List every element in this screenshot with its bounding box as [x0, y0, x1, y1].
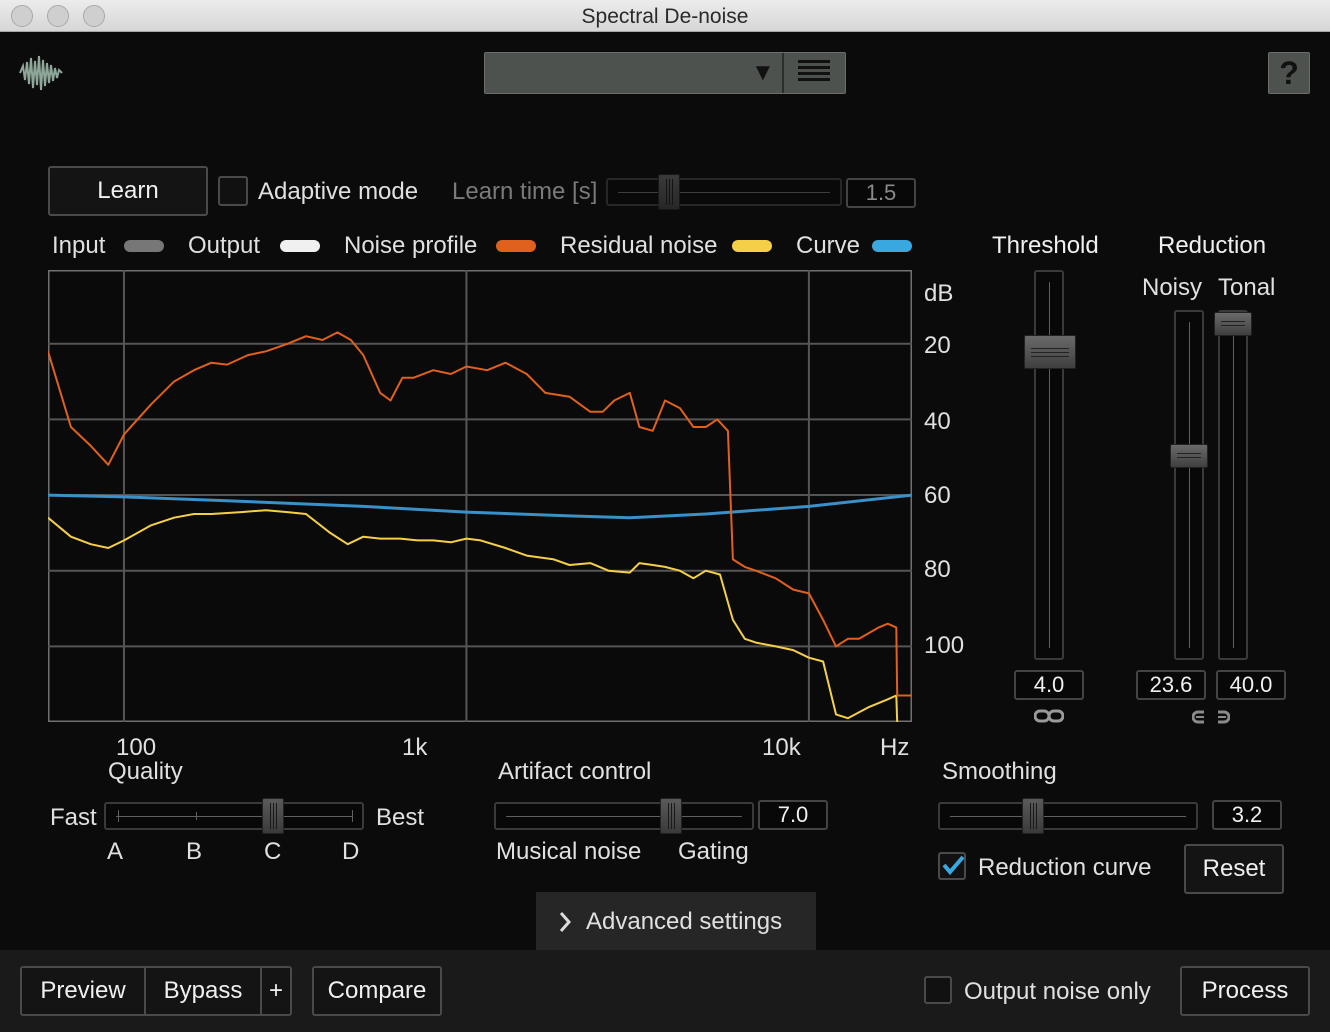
window-title: Spectral De-noise — [581, 5, 749, 28]
artifact-control-slider-thumb[interactable] — [660, 798, 682, 834]
threshold-slider-thumb[interactable] — [1024, 335, 1076, 369]
title-bar: Spectral De-noise — [0, 0, 1330, 32]
list-icon[interactable] — [798, 60, 830, 86]
legend-output-swatch[interactable] — [280, 240, 320, 252]
preset-selector[interactable]: ▼ — [484, 52, 846, 94]
preset-divider — [782, 53, 784, 93]
quality-option-c[interactable]: C — [264, 838, 282, 865]
quality-option-d[interactable]: D — [342, 838, 360, 865]
gating-label: Gating — [678, 838, 749, 865]
x-tick-label: 1k — [402, 734, 428, 761]
tonal-reduction-slider-thumb[interactable] — [1214, 312, 1252, 336]
process-button[interactable]: Process — [1180, 966, 1310, 1016]
output-noise-only-checkbox[interactable] — [924, 976, 952, 1004]
link-icon[interactable] — [1192, 710, 1230, 724]
y-tick-label: 60 — [924, 482, 951, 509]
link-icon[interactable] — [1034, 708, 1064, 724]
compare-button[interactable]: Compare — [312, 966, 442, 1016]
reduction-curve-line — [48, 493, 912, 520]
tonal-reduction-slider[interactable] — [1214, 310, 1252, 660]
advanced-settings-label: Advanced settings — [586, 908, 783, 935]
question-icon: ? — [1279, 55, 1299, 91]
bypass-plus-button[interactable]: + — [260, 966, 292, 1016]
quality-fast-label: Fast — [50, 804, 97, 831]
artifact-control-label: Artifact control — [498, 758, 652, 785]
x-tick-label: 100 — [116, 734, 157, 761]
tonal-reduction-value[interactable]: 40.0 — [1216, 670, 1286, 700]
learn-time-label: Learn time [s] — [452, 178, 598, 205]
learn-time-value[interactable]: 1.5 — [846, 178, 916, 208]
noisy-reduction-slider[interactable] — [1170, 310, 1208, 660]
noisy-reduction-slider-thumb[interactable] — [1170, 444, 1208, 468]
noisy-reduction-value[interactable]: 23.6 — [1136, 670, 1206, 700]
smoothing-label: Smoothing — [942, 758, 1057, 785]
triangle-down-icon[interactable]: ▼ — [751, 59, 775, 86]
threshold-slider[interactable] — [1024, 270, 1076, 660]
artifact-control-value[interactable]: 7.0 — [758, 800, 828, 830]
chevron-right-icon — [559, 912, 572, 932]
help-button[interactable]: ? — [1268, 52, 1310, 94]
reset-button[interactable]: Reset — [1184, 844, 1284, 894]
threshold-value[interactable]: 4.0 — [1014, 670, 1084, 700]
learn-button[interactable]: Learn — [48, 166, 208, 216]
close-window-button[interactable] — [11, 5, 33, 27]
quality-label: Quality — [108, 758, 183, 785]
residual-noise-line — [48, 509, 899, 722]
adaptive-mode-checkbox[interactable] — [218, 176, 248, 206]
threshold-label: Threshold — [992, 232, 1099, 259]
reduction-label: Reduction — [1158, 232, 1267, 259]
y-tick-label: 40 — [924, 408, 951, 435]
quality-best-label: Best — [376, 804, 425, 831]
y-tick-label: 80 — [924, 556, 951, 583]
legend-noise-profile-label: Noise profile — [344, 232, 478, 259]
zoom-window-button[interactable] — [83, 5, 105, 27]
tonal-label: Tonal — [1218, 274, 1276, 301]
y-tick-label: 100 — [924, 632, 965, 659]
legend-residual-noise-label: Residual noise — [560, 232, 718, 259]
legend-noise-profile-swatch[interactable] — [496, 240, 536, 252]
artifact-control-slider[interactable] — [494, 798, 754, 834]
x-tick-label: 10k — [762, 734, 801, 761]
waveform-logo-icon — [19, 55, 63, 91]
legend-residual-noise-swatch[interactable] — [732, 240, 772, 252]
checkmark-icon — [942, 855, 965, 876]
quality-slider-thumb[interactable] — [262, 798, 284, 834]
quality-option-a[interactable]: A — [107, 838, 124, 865]
y-tick-label: 20 — [924, 332, 951, 359]
adaptive-mode-label: Adaptive mode — [258, 178, 419, 205]
legend-input-label: Input — [52, 232, 106, 259]
reduction-curve-label: Reduction curve — [978, 854, 1152, 881]
x-axis-unit: Hz — [880, 734, 910, 761]
spectrum-plot[interactable] — [48, 270, 912, 722]
output-noise-only-label: Output noise only — [964, 978, 1151, 1005]
quality-slider[interactable] — [104, 798, 364, 834]
minimize-window-button[interactable] — [47, 5, 69, 27]
legend-curve-label: Curve — [796, 232, 861, 259]
advanced-settings-toggle[interactable]: Advanced settings — [536, 892, 816, 950]
legend-output-label: Output — [188, 232, 261, 259]
y-axis-unit: dB — [924, 280, 954, 307]
legend-input-swatch[interactable] — [124, 240, 164, 252]
smoothing-slider[interactable] — [938, 798, 1198, 834]
learn-time-slider-thumb[interactable] — [658, 174, 680, 210]
learn-time-slider[interactable] — [606, 174, 842, 210]
reduction-curve-checkbox[interactable] — [938, 852, 966, 880]
noise-profile-line — [48, 331, 912, 697]
noisy-label: Noisy — [1142, 274, 1203, 301]
smoothing-value[interactable]: 3.2 — [1212, 800, 1282, 830]
smoothing-slider-thumb[interactable] — [1022, 798, 1044, 834]
quality-option-b[interactable]: B — [186, 838, 203, 865]
bypass-button[interactable]: Bypass — [144, 966, 262, 1016]
musical-noise-label: Musical noise — [496, 838, 642, 865]
legend-curve-swatch[interactable] — [872, 240, 912, 252]
spectrum-plot-svg[interactable] — [48, 270, 912, 722]
footer-bar: Preview Bypass + Compare Output noise on… — [0, 950, 1330, 1032]
preview-button[interactable]: Preview — [20, 966, 146, 1016]
